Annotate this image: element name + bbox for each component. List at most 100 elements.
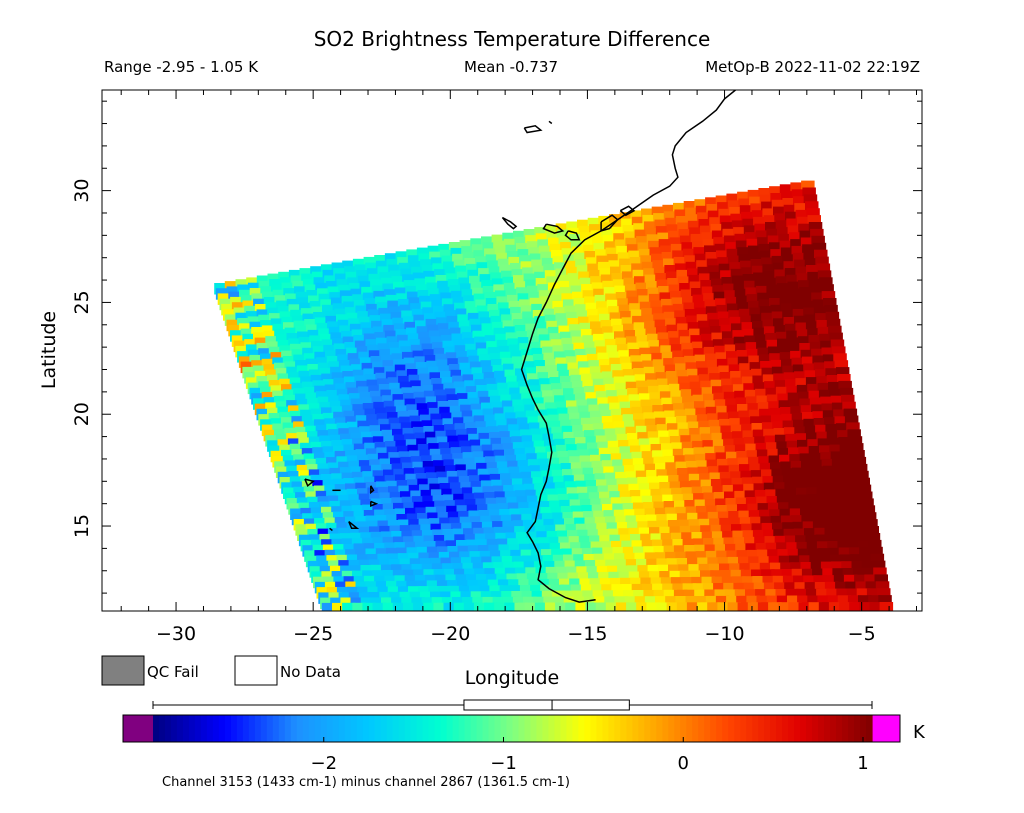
heatmap-cell xyxy=(461,487,476,499)
heatmap-cell xyxy=(586,398,601,410)
heatmap-cell xyxy=(503,282,518,295)
heatmap-cells xyxy=(214,180,894,611)
chart-title: SO2 Brightness Temperature Difference xyxy=(314,27,711,51)
heatmap-cell xyxy=(655,463,669,475)
heatmap-cell xyxy=(415,284,430,296)
heatmap-cell xyxy=(797,595,811,607)
coastline-segment xyxy=(329,527,333,532)
heatmap-cell xyxy=(585,392,599,404)
heatmap-cell xyxy=(817,270,832,282)
heatmap-cell xyxy=(804,425,819,438)
heatmap-cell xyxy=(564,394,578,406)
heatmap-cell xyxy=(556,530,571,542)
heatmap-cell xyxy=(779,184,794,196)
heatmap-cell xyxy=(592,378,607,391)
heatmap-cell xyxy=(565,356,580,368)
heatmap-cell xyxy=(718,208,732,221)
heatmap-cell xyxy=(633,590,647,602)
heatmap-cell xyxy=(452,296,466,309)
heatmap-cell xyxy=(794,481,809,493)
heatmap-cell xyxy=(582,379,596,392)
heatmap-cell xyxy=(833,575,848,587)
heatmap-cell xyxy=(545,566,560,579)
heatmap-cell xyxy=(615,292,630,304)
heatmap-cell xyxy=(795,535,809,547)
heatmap-cell xyxy=(534,403,549,415)
heatmap-cell xyxy=(707,413,721,425)
heatmap-cell xyxy=(804,528,818,540)
heatmap-cell xyxy=(545,225,559,237)
heatmap-cell xyxy=(525,367,539,379)
heatmap-cell xyxy=(563,554,577,566)
heatmap-cell xyxy=(473,373,487,385)
heatmap-cell xyxy=(643,412,657,424)
colorbar-segment xyxy=(728,715,735,742)
heatmap-cell xyxy=(774,482,788,494)
heatmap-cell xyxy=(711,332,725,345)
heatmap-cell xyxy=(472,562,487,574)
heatmap-cell xyxy=(472,330,486,343)
heatmap-cell xyxy=(529,341,544,354)
heatmap-cell xyxy=(756,595,770,608)
heatmap-cell xyxy=(427,366,442,378)
heatmap-cell xyxy=(629,490,644,502)
heatmap-cell xyxy=(493,407,507,419)
heatmap-cell xyxy=(540,251,554,264)
heatmap-cell xyxy=(654,365,668,378)
heatmap-cell xyxy=(739,205,754,217)
heatmap-cell xyxy=(618,528,632,540)
heatmap-cell xyxy=(485,298,500,310)
heatmap-cell xyxy=(681,342,695,355)
heatmap-cell xyxy=(668,429,682,442)
heatmap-cell xyxy=(597,352,611,365)
heatmap-cell xyxy=(743,437,758,449)
heatmap-cell xyxy=(694,589,708,602)
heatmap-cell xyxy=(717,257,731,269)
heatmap-cell xyxy=(669,337,683,350)
heatmap-cell xyxy=(837,430,851,442)
heatmap-cell xyxy=(760,361,774,373)
heatmap-cell xyxy=(465,386,480,398)
heatmap-cell xyxy=(590,276,604,288)
heatmap-cell xyxy=(665,596,679,608)
colorbar-segment xyxy=(506,715,514,742)
heatmap-cell xyxy=(700,280,714,292)
heatmap-cell xyxy=(828,602,843,611)
heatmap-cell xyxy=(684,355,698,368)
heatmap-cell xyxy=(638,295,652,307)
heatmap-cell xyxy=(669,237,683,249)
heatmap-cell xyxy=(624,284,639,296)
heatmap-cell xyxy=(611,584,625,596)
heatmap-cell xyxy=(788,447,802,459)
heatmap-cell xyxy=(773,262,787,275)
heatmap-cell xyxy=(456,393,471,405)
heatmap-cell xyxy=(730,268,745,281)
heatmap-cell xyxy=(514,526,528,538)
heatmap-cell xyxy=(689,570,704,582)
heatmap-cell xyxy=(461,410,476,422)
heatmap-cell xyxy=(757,549,771,562)
heatmap-cell xyxy=(610,408,625,421)
heatmap-cell xyxy=(788,602,802,611)
heatmap-cell xyxy=(438,442,453,454)
heatmap-cell xyxy=(651,539,666,552)
heatmap-cell xyxy=(720,570,734,582)
colorbar-segment xyxy=(824,715,831,742)
colorbar-segment xyxy=(212,715,220,742)
heatmap-cell xyxy=(672,583,686,595)
heatmap-cell xyxy=(828,381,842,394)
colorbar-segment xyxy=(386,715,394,742)
heatmap-cell xyxy=(661,397,675,410)
heatmap-cell xyxy=(444,267,459,279)
heatmap-cell xyxy=(561,548,575,560)
heatmap-cell xyxy=(503,561,517,574)
colorbar-segment xyxy=(584,715,591,742)
heatmap-cell xyxy=(493,562,507,574)
heatmap-cell xyxy=(583,554,597,566)
heatmap-cell xyxy=(715,595,730,608)
heatmap-cell xyxy=(757,347,771,360)
heatmap-cell xyxy=(802,521,817,533)
heatmap-cell xyxy=(704,589,718,601)
coastline-segment xyxy=(370,500,379,508)
heatmap-cell xyxy=(603,332,617,345)
